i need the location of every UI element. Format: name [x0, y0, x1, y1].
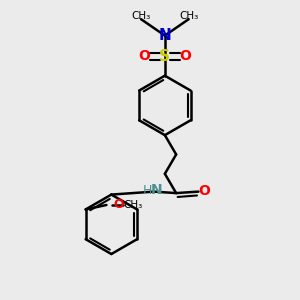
Text: CH₃: CH₃ [124, 200, 143, 210]
Text: O: O [138, 50, 150, 63]
Text: O: O [114, 199, 124, 212]
Text: CH₃: CH₃ [179, 11, 198, 21]
Text: N: N [151, 183, 163, 197]
Text: CH₃: CH₃ [131, 11, 151, 21]
Text: O: O [198, 184, 210, 198]
Text: H: H [142, 184, 152, 196]
Text: S: S [159, 49, 170, 64]
Text: N: N [158, 28, 171, 43]
Text: O: O [180, 50, 192, 63]
